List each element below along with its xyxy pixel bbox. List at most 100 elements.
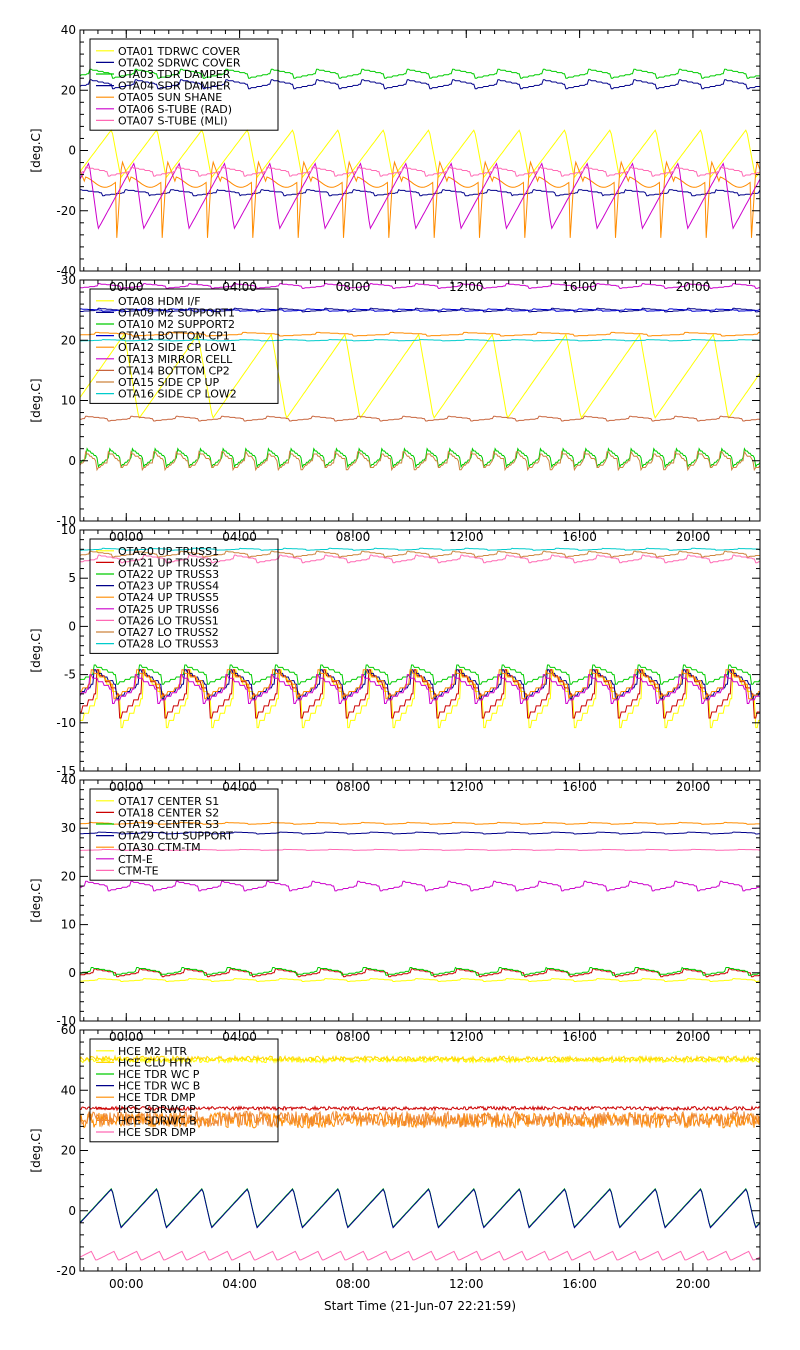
series-line-4 — [80, 831, 760, 835]
series-line-4 — [80, 308, 760, 312]
y-tick-label: 20 — [61, 869, 76, 883]
x-tick-label-top: 00:00 — [109, 780, 144, 794]
series-line-2 — [80, 307, 760, 313]
legend-entry: HCE SDR DMP — [118, 1126, 196, 1139]
x-tick-label-top: 20:00 — [676, 530, 711, 544]
series-line-9 — [80, 339, 760, 342]
legend-entry: OTA26 LO TRUSS1 — [118, 614, 219, 627]
y-axis-label: [deg.C] — [29, 878, 43, 922]
legend-entry: OTA12 SIDE CP LOW1 — [118, 341, 237, 354]
x-tick-label-top: 12:00 — [449, 780, 484, 794]
series-line-3 — [80, 1187, 760, 1228]
legend-entry: HCE TDR WC P — [118, 1068, 200, 1081]
legend-entry: OTA30 CTM-TM — [118, 841, 201, 854]
series-group — [80, 68, 760, 238]
x-tick-label: 16:00 — [562, 1277, 597, 1291]
y-tick-label: 0 — [68, 619, 76, 633]
series-line-6 — [80, 674, 760, 704]
legend-entry: OTA22 UP TRUSS3 — [118, 568, 219, 581]
y-tick-label: 60 — [61, 1023, 76, 1037]
chart-panel-4: -10 0 10 20 30 40 00:00 04:00 08:00 12:00 16:00 20:… — [29, 773, 761, 1028]
x-tick-label-top: 00:00 — [109, 1030, 144, 1044]
series-line-5 — [80, 821, 760, 825]
chart-panel-2: -10 0 10 20 30 00:00 04:00 08:00 12:00 16:00 20:00… — [29, 273, 761, 528]
legend-box — [89, 788, 279, 881]
x-tick-label-top: 12:00 — [449, 530, 484, 544]
x-tick-label-top: 08:00 — [336, 280, 371, 294]
plot-frame — [79, 529, 761, 772]
series-line-3 — [80, 966, 760, 976]
legend-entry: OTA11 BOTTOM CP1 — [118, 330, 230, 343]
legend-entry: OTA14 BOTTOM CP2 — [118, 364, 230, 377]
x-tick-label-top: 04:00 — [222, 280, 257, 294]
y-axis-label: [deg.C] — [29, 628, 43, 672]
x-tick-label-top: 08:00 — [336, 1030, 371, 1044]
legend-box — [89, 1038, 279, 1143]
legend-entry: OTA15 SIDE CP UP — [118, 376, 220, 389]
series-line-7 — [80, 1109, 760, 1129]
x-tick-label: 04:00 — [222, 1277, 257, 1291]
y-tick-label: 40 — [61, 773, 76, 787]
x-tick-label-top: 16:00 — [562, 530, 597, 544]
y-tick-label: -5 — [64, 668, 76, 682]
series-line-5 — [80, 331, 760, 337]
x-tick-label-top: 20:00 — [676, 780, 711, 794]
legend-box — [89, 288, 279, 404]
y-tick-label: 30 — [61, 821, 76, 835]
series-line-4 — [80, 189, 760, 197]
series-line-5 — [80, 669, 760, 700]
y-axis-label: [deg.C] — [29, 1128, 43, 1172]
series-line-2 — [80, 79, 760, 90]
x-tick-label-top: 12:00 — [449, 1030, 484, 1044]
legend-entry: HCE SDRWC B — [118, 1114, 197, 1127]
legend-entry: OTA19 CENTER S3 — [118, 818, 219, 831]
y-tick-label: 20 — [61, 1144, 76, 1158]
legend-entry: HCE TDR WC B — [118, 1080, 200, 1093]
series-line-1 — [80, 978, 760, 982]
x-tick-label-top: 04:00 — [222, 1030, 257, 1044]
legend-entry: OTA13 MIRROR CELL — [118, 353, 233, 366]
x-tick-label: 08:00 — [336, 1277, 371, 1291]
legend-entry: OTA08 HDM I/F — [118, 295, 201, 308]
y-tick-label: 0 — [68, 144, 76, 158]
legend-entry: OTA01 TDRWC COVER — [118, 45, 241, 58]
series-group — [80, 1054, 760, 1261]
series-group — [80, 547, 760, 729]
legend-entry: OTA20 UP TRUSS1 — [118, 545, 219, 558]
series-line-7 — [80, 415, 760, 422]
legend-entry: OTA07 S-TUBE (MLI) — [118, 114, 228, 127]
legend-box — [89, 38, 279, 131]
legend-entry: OTA04 SDR DAMPER — [118, 80, 231, 93]
series-group — [80, 821, 760, 982]
series-line-2 — [80, 1054, 760, 1063]
x-tick-label: 12:00 — [449, 1277, 484, 1291]
legend-entry: OTA29 CLU SUPPORT — [118, 830, 233, 843]
plot-frame — [79, 779, 761, 1022]
legend-entry: OTA18 CENTER S2 — [118, 806, 219, 819]
legend-entry: HCE TDR DMP — [118, 1091, 196, 1104]
legend-entry: OTA10 M2 SUPPORT2 — [118, 318, 235, 331]
legend-entry: OTA25 UP TRUSS6 — [118, 603, 219, 616]
series-line-1 — [80, 333, 760, 419]
series-line-5 — [80, 160, 760, 238]
series-line-8 — [80, 450, 760, 472]
legend-entry: HCE SDRWC P — [118, 1103, 196, 1116]
legend-entry: OTA27 LO TRUSS2 — [118, 626, 219, 639]
legend-entry: HCE M2 HTR — [118, 1045, 187, 1058]
y-tick-label: -15 — [56, 764, 76, 778]
x-tick-label-top: 08:00 — [336, 530, 371, 544]
x-tick-label-top: 04:00 — [222, 780, 257, 794]
series-line-7 — [80, 554, 760, 564]
y-tick-label: -40 — [56, 264, 76, 278]
x-tick-label-top: 00:00 — [109, 280, 144, 294]
series-line-4 — [80, 1188, 760, 1229]
x-tick-label-top: 12:00 — [449, 280, 484, 294]
x-tick-label-top: 20:00 — [676, 280, 711, 294]
series-line-1 — [80, 129, 760, 179]
y-tick-label: 10 — [61, 523, 76, 537]
y-tick-label: 0 — [68, 1204, 76, 1218]
x-tick-label-top: 08:00 — [336, 780, 371, 794]
